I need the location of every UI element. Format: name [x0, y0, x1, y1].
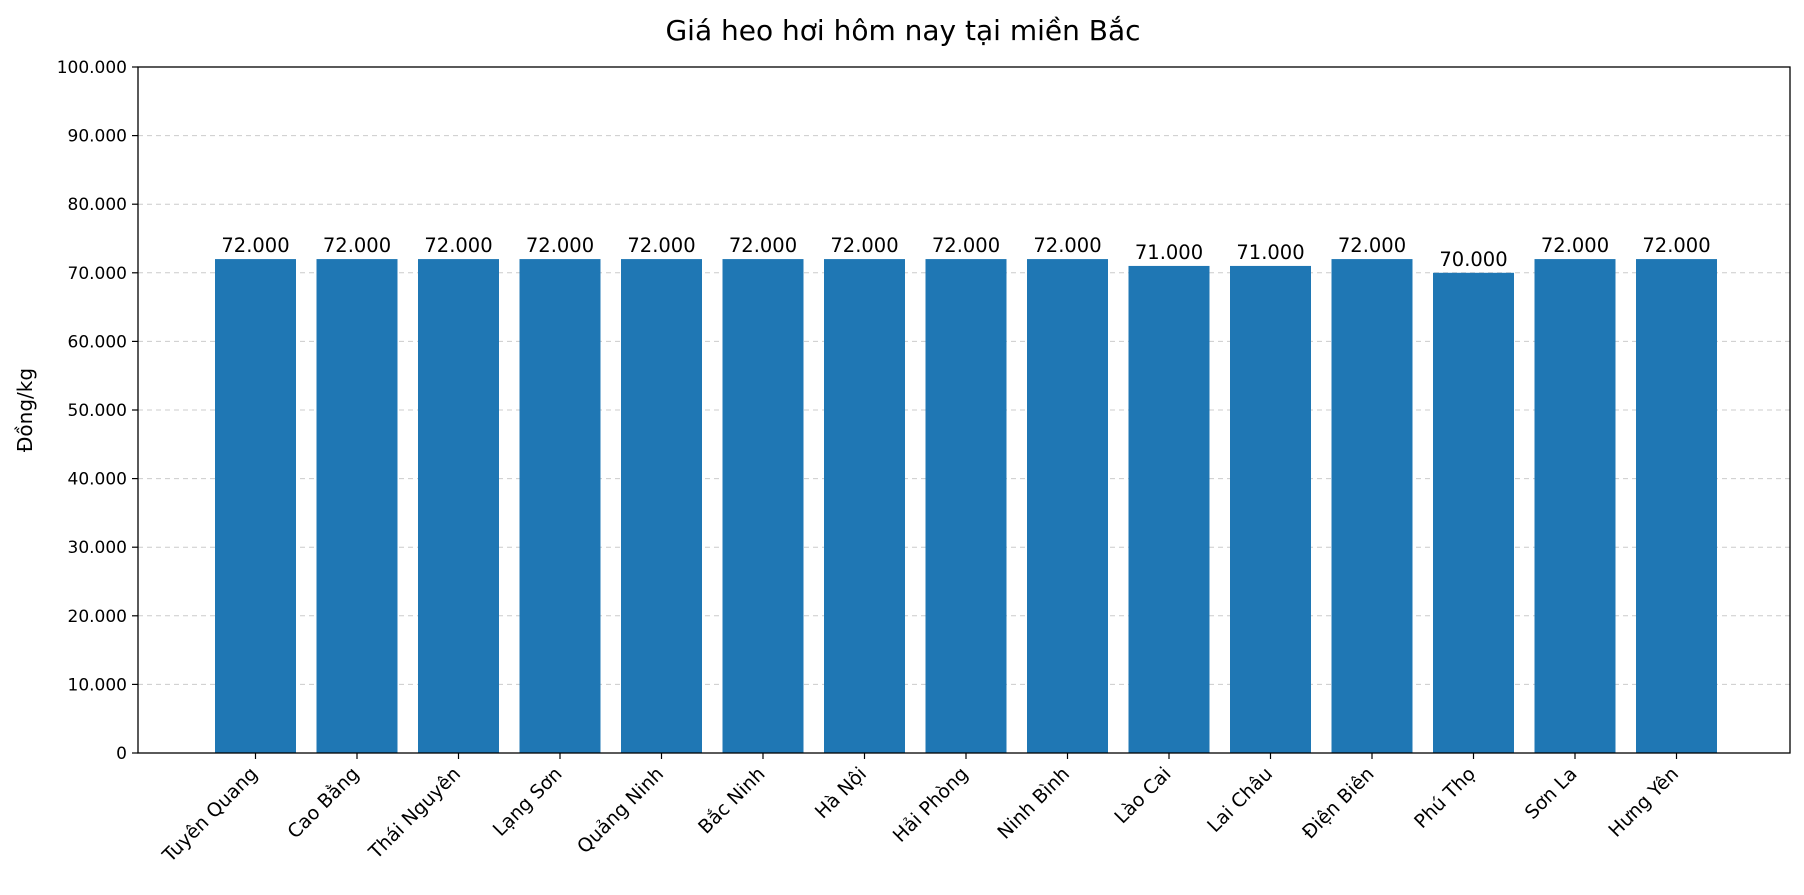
bar-value-label: 71.000	[1236, 241, 1304, 264]
bar-value-label: 72.000	[1338, 234, 1406, 257]
chart-title: Giá heo hơi hôm nay tại miền Bắc	[665, 14, 1140, 47]
bar	[925, 259, 1007, 753]
y-tick-label: 50.000	[68, 401, 127, 421]
x-tick-label: Điện Biên	[1298, 763, 1378, 843]
x-tick-label: Hà Nội	[811, 763, 871, 823]
bars	[215, 259, 1717, 753]
bar-value-label: 72.000	[1541, 234, 1609, 257]
bar	[418, 259, 499, 753]
y-axis-label: Đồng/kg	[13, 368, 37, 452]
x-tick-label: Ninh Bình	[993, 763, 1074, 844]
x-tick-label: Lai Châu	[1203, 763, 1277, 837]
y-tick-label: 20.000	[68, 607, 127, 627]
x-tick-label: Hưng Yên	[1604, 763, 1683, 842]
bar-value-label: 72.000	[526, 234, 594, 257]
bar-value-label: 72.000	[830, 234, 898, 257]
x-axis: Tuyên Quang Cao Bằng Thái Nguyên Lạng Sơn Qu…	[158, 753, 1683, 867]
bar-value-labels: 72.000 72.000 72.000 72.000 72.000 72.000 72.0…	[221, 234, 1710, 271]
bar-value-label: 72.000	[932, 234, 1000, 257]
y-tick-label: 90.000	[68, 127, 127, 147]
x-tick-label: Quảng Ninh	[573, 763, 668, 858]
bar	[519, 259, 601, 753]
bar-value-label: 72.000	[1642, 234, 1710, 257]
y-tick-label: 70.000	[68, 264, 127, 284]
x-tick-label: Lạng Sơn	[489, 763, 567, 841]
bar	[1027, 259, 1108, 753]
bar-value-label: 72.000	[424, 234, 492, 257]
bar-value-label: 70.000	[1439, 248, 1507, 271]
x-tick-label: Phú Thọ	[1410, 763, 1480, 833]
x-tick-label: Hải Phòng	[889, 763, 973, 847]
bar-value-label: 72.000	[1033, 234, 1101, 257]
y-tick-label: 40.000	[68, 470, 127, 490]
y-axis: 0 10.000 20.000 30.000 40.000 50.000 60.000 70.…	[57, 58, 138, 764]
bar-value-label: 72.000	[221, 234, 289, 257]
bar-value-label: 71.000	[1135, 241, 1203, 264]
bar	[1636, 259, 1717, 753]
bar	[824, 259, 905, 753]
y-tick-label: 10.000	[68, 675, 127, 695]
y-tick-label: 0	[116, 744, 127, 764]
y-tick-label: 100.000	[57, 58, 127, 78]
y-tick-label: 60.000	[68, 332, 127, 352]
bar	[1534, 259, 1616, 753]
x-tick-label: Cao Bằng	[283, 762, 364, 843]
x-tick-label: Sơn La	[1521, 763, 1582, 824]
x-tick-label: Thái Nguyên	[364, 763, 465, 864]
bar	[722, 259, 804, 753]
x-tick-label: Bắc Ninh	[693, 762, 769, 838]
bar	[1433, 272, 1514, 753]
x-tick-label: Lào Cai	[1110, 763, 1175, 828]
bar	[621, 259, 702, 753]
bar	[1128, 265, 1210, 753]
x-tick-label: Tuyên Quang	[158, 763, 262, 867]
bar	[215, 259, 296, 753]
bar	[1230, 265, 1311, 753]
y-tick-label: 30.000	[68, 538, 127, 558]
bar	[316, 259, 398, 753]
bar-value-label: 72.000	[323, 234, 391, 257]
bar	[1331, 259, 1413, 753]
bar-value-label: 72.000	[627, 234, 695, 257]
bar-value-label: 72.000	[729, 234, 797, 257]
y-tick-label: 80.000	[68, 195, 127, 215]
